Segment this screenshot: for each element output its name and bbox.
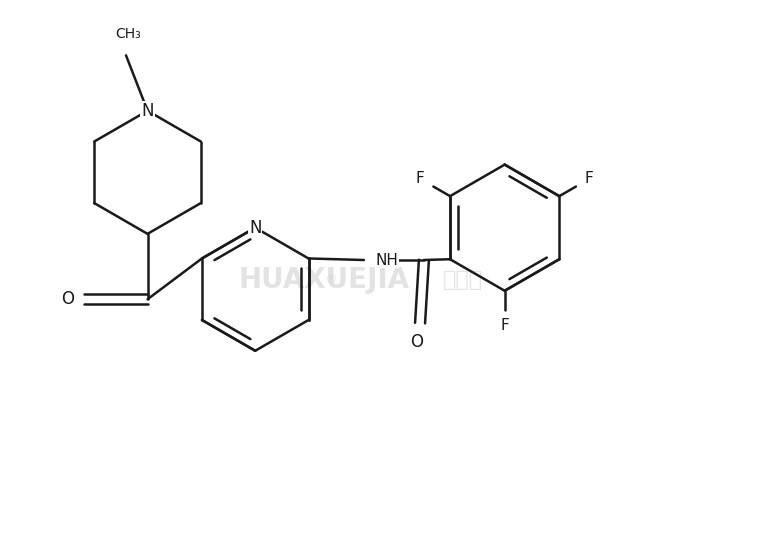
Text: F: F: [585, 171, 594, 186]
Text: NH: NH: [375, 253, 398, 268]
Text: HUAXUEJIA: HUAXUEJIA: [239, 266, 410, 294]
Text: O: O: [410, 333, 423, 351]
Text: N: N: [141, 102, 154, 120]
Text: ®: ®: [324, 273, 337, 287]
Text: O: O: [61, 290, 74, 308]
Text: F: F: [500, 318, 509, 333]
Text: F: F: [415, 171, 425, 186]
Text: N: N: [249, 219, 262, 237]
Text: CH₃: CH₃: [116, 27, 141, 41]
Text: 化学加: 化学加: [443, 270, 483, 290]
